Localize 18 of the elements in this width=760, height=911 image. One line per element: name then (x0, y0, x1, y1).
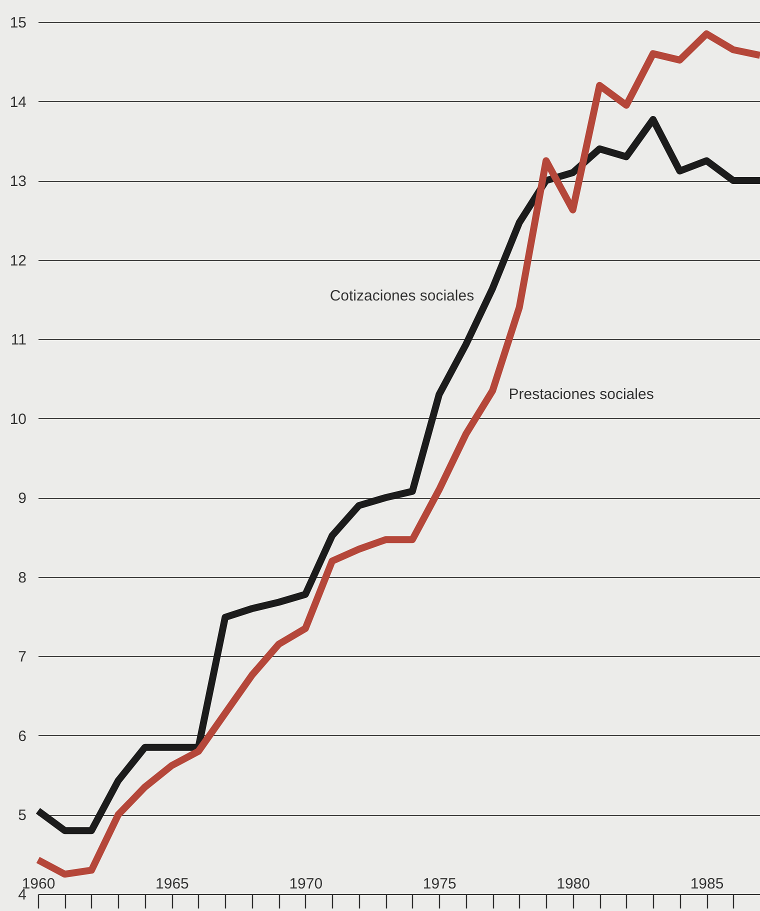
series-label: Cotizaciones sociales (330, 288, 474, 305)
y-tick-label: 9 (18, 490, 26, 508)
y-tick-label: 5 (18, 807, 26, 824)
y-tick-label: 15 (10, 14, 26, 32)
y-tick-label: 13 (10, 173, 26, 190)
x-tick-label: 1980 (556, 876, 590, 892)
x-tick-label: 1985 (690, 876, 724, 892)
y-tick-label: 7 (18, 648, 26, 666)
x-tick-label: 1965 (156, 876, 189, 892)
series-label: Prestaciones sociales (508, 386, 654, 404)
x-tick-label: 1970 (289, 876, 323, 892)
x-tick-label: 1975 (422, 876, 456, 892)
y-tick-label: 6 (18, 728, 26, 745)
y-tick-label: 10 (10, 410, 26, 428)
y-tick-label: 11 (10, 332, 26, 349)
y-tick-label: 12 (10, 252, 26, 270)
y-tick-label: 8 (18, 569, 26, 586)
y-tick-label: 14 (10, 94, 26, 111)
